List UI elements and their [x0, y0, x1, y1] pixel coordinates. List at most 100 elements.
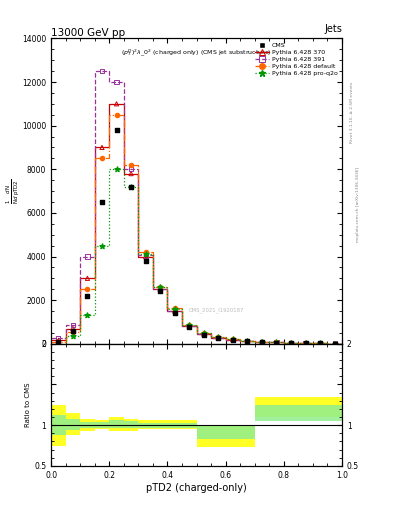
Text: Jets: Jets [324, 24, 342, 34]
Point [172, 307, 178, 315]
Point [274, 338, 280, 347]
Point [288, 339, 294, 347]
Point [55, 334, 62, 343]
Point [55, 337, 62, 346]
Point [303, 339, 309, 347]
Point [332, 339, 338, 348]
Point [128, 165, 134, 174]
Point [317, 339, 323, 348]
Point [274, 338, 280, 347]
Point [114, 126, 120, 134]
Point [55, 338, 62, 346]
Point [99, 67, 105, 75]
Point [288, 339, 294, 347]
Point [288, 339, 294, 347]
Point [143, 252, 149, 261]
Point [114, 100, 120, 108]
Point [201, 329, 207, 337]
Point [99, 143, 105, 152]
Point [332, 339, 338, 348]
Point [157, 283, 163, 291]
Point [317, 339, 323, 348]
Point [99, 154, 105, 162]
Point [157, 283, 163, 291]
Point [70, 332, 76, 340]
Point [84, 285, 91, 293]
Text: CMS_2021_I1920187: CMS_2021_I1920187 [189, 307, 244, 313]
Point [186, 322, 193, 330]
Point [317, 339, 323, 348]
Point [128, 183, 134, 191]
Point [143, 250, 149, 259]
Point [288, 339, 294, 347]
Point [303, 339, 309, 347]
Point [215, 333, 222, 342]
Point [332, 339, 338, 348]
Point [230, 335, 236, 344]
Point [186, 321, 193, 329]
Legend: CMS, Pythia 6.428 370, Pythia 6.428 391, Pythia 6.428 default, Pythia 6.428 pro-: CMS, Pythia 6.428 370, Pythia 6.428 391,… [254, 41, 339, 77]
Point [244, 337, 251, 346]
Point [70, 325, 76, 333]
Point [332, 339, 338, 348]
Point [215, 334, 222, 342]
Text: 13000 GeV pp: 13000 GeV pp [51, 28, 125, 37]
Point [259, 337, 265, 346]
Point [114, 111, 120, 119]
Y-axis label: $\frac{1}{\mathrm{N}}\frac{d\mathrm{N}}{d\,\mathrm{pTD2}}$: $\frac{1}{\mathrm{N}}\frac{d\mathrm{N}}{… [4, 178, 20, 204]
Point [259, 338, 265, 346]
Point [84, 274, 91, 283]
Text: Rivet 3.1.10, ≥ 2.5M events: Rivet 3.1.10, ≥ 2.5M events [350, 82, 354, 143]
Point [244, 337, 251, 345]
Point [259, 338, 265, 346]
Point [230, 335, 236, 344]
Point [288, 339, 294, 347]
Point [143, 251, 149, 260]
Point [215, 333, 222, 342]
Point [317, 339, 323, 348]
Point [244, 337, 251, 345]
Point [84, 292, 91, 300]
Point [172, 304, 178, 312]
Point [303, 339, 309, 348]
Point [172, 307, 178, 315]
X-axis label: pTD2 (charged-only): pTD2 (charged-only) [146, 482, 247, 493]
Point [274, 338, 280, 347]
Point [114, 165, 120, 174]
Point [332, 339, 338, 348]
Point [274, 338, 280, 347]
Text: $(p_T^D)^2\lambda\_0^2$ (charged only) (CMS jet substructure): $(p_T^D)^2\lambda\_0^2$ (charged only) (… [121, 48, 272, 58]
Point [201, 330, 207, 338]
Point [259, 337, 265, 346]
Point [84, 311, 91, 319]
Point [70, 328, 76, 336]
Point [215, 333, 222, 342]
Point [55, 342, 62, 350]
Point [186, 323, 193, 331]
Point [157, 287, 163, 295]
Point [99, 198, 105, 206]
Point [128, 161, 134, 169]
Point [172, 305, 178, 313]
Point [186, 321, 193, 329]
Point [186, 322, 193, 330]
Point [99, 242, 105, 250]
Point [114, 78, 120, 86]
Point [244, 337, 251, 345]
Point [128, 183, 134, 191]
Point [303, 339, 309, 347]
Point [274, 338, 280, 347]
Point [70, 327, 76, 335]
Point [157, 285, 163, 293]
Point [143, 248, 149, 257]
Y-axis label: Ratio to CMS: Ratio to CMS [25, 382, 31, 427]
Point [157, 285, 163, 293]
Point [143, 257, 149, 265]
Point [201, 330, 207, 338]
Point [201, 329, 207, 337]
Point [259, 338, 265, 346]
Point [303, 339, 309, 347]
Point [172, 309, 178, 317]
Point [244, 337, 251, 345]
Point [84, 252, 91, 261]
